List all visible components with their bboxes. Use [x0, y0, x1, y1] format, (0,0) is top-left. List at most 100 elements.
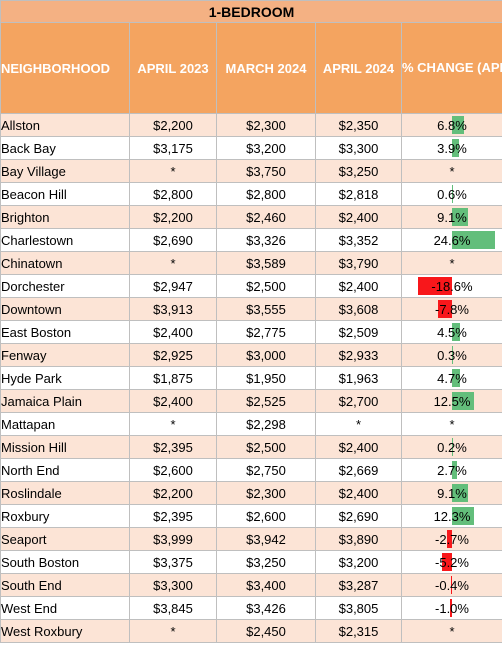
neighborhood-cell: North End [0, 458, 130, 482]
april-2023-cell: * [129, 159, 217, 183]
table-row: Beacon Hill $2,800 $2,800 $2,818 0.6% [0, 182, 502, 206]
table-row: Chinatown * $3,589 $3,790 * [0, 251, 502, 275]
table-row: Mattapan * $2,298 * * [0, 412, 502, 436]
march-2024-cell: $3,555 [216, 297, 316, 321]
percent-change-cell: -0.4% [401, 573, 502, 597]
april-2024-cell: $2,315 [315, 619, 402, 643]
neighborhood-cell: Chinatown [0, 251, 130, 275]
april-2023-cell: * [129, 412, 217, 436]
april-2024-cell: $2,669 [315, 458, 402, 482]
april-2023-cell: $2,395 [129, 504, 217, 528]
table-row: East Boston $2,400 $2,775 $2,509 4.5% [0, 320, 502, 344]
positive-change-bar [452, 484, 468, 502]
april-2024-cell: $3,890 [315, 527, 402, 551]
percent-change-value: 9.1% [437, 485, 467, 501]
neighborhood-cell: Seaport [0, 527, 130, 551]
neighborhood-cell: Allston [0, 113, 130, 137]
percent-change-value: * [449, 255, 455, 271]
april-2024-cell: * [315, 412, 402, 436]
neighborhood-cell: Hyde Park [0, 366, 130, 390]
april-2024-cell: $1,963 [315, 366, 402, 390]
march-2024-cell: $3,000 [216, 343, 316, 367]
percent-change-cell: -18.6% [401, 274, 502, 298]
april-2024-cell: $3,608 [315, 297, 402, 321]
table-row: Charlestown $2,690 $3,326 $3,352 24.6% [0, 228, 502, 252]
table-row: Seaport $3,999 $3,942 $3,890 -2.7% [0, 527, 502, 551]
negative-change-bar [447, 530, 452, 548]
neighborhood-cell: Dorchester [0, 274, 130, 298]
april-2023-cell: $3,375 [129, 550, 217, 574]
april-2024-cell: $2,818 [315, 182, 402, 206]
percent-change-value: 0.2% [437, 439, 467, 455]
april-2023-cell: $2,600 [129, 458, 217, 482]
neighborhood-cell: East Boston [0, 320, 130, 344]
percent-change-value: -18.6% [431, 278, 473, 294]
april-2024-cell: $2,400 [315, 435, 402, 459]
negative-change-bar [437, 300, 452, 318]
march-2024-cell: $3,589 [216, 251, 316, 275]
neighborhood-cell: South Boston [0, 550, 130, 574]
april-2023-cell: $2,400 [129, 389, 217, 413]
april-2023-cell: $2,200 [129, 113, 217, 137]
header-april-2024: APRIL 2024 [315, 22, 402, 114]
neighborhood-cell: South End [0, 573, 130, 597]
header-percent-change: % CHANGE (APRIL 1-22, 2023-24) [401, 22, 502, 114]
neighborhood-cell: Jamaica Plain [0, 389, 130, 413]
april-2023-cell: $3,300 [129, 573, 217, 597]
neighborhood-cell: Charlestown [0, 228, 130, 252]
percent-change-cell: 4.7% [401, 366, 502, 390]
percent-change-value: 2.7% [437, 462, 467, 478]
percent-change-value: * [449, 623, 455, 639]
percent-change-cell: 0.2% [401, 435, 502, 459]
table-row: North End $2,600 $2,750 $2,669 2.7% [0, 458, 502, 482]
table-row: Fenway $2,925 $3,000 $2,933 0.3% [0, 343, 502, 367]
table-row: Hyde Park $1,875 $1,950 $1,963 4.7% [0, 366, 502, 390]
march-2024-cell: $3,426 [216, 596, 316, 620]
march-2024-cell: $2,300 [216, 481, 316, 505]
percent-change-value: -1.0% [435, 600, 469, 616]
table-row: South End $3,300 $3,400 $3,287 -0.4% [0, 573, 502, 597]
percent-change-value: 6.8% [437, 117, 467, 133]
april-2024-cell: $2,400 [315, 274, 402, 298]
april-2023-cell: $2,947 [129, 274, 217, 298]
negative-change-bar [418, 277, 452, 295]
table-row: Bay Village * $3,750 $3,250 * [0, 159, 502, 183]
march-2024-cell: $2,750 [216, 458, 316, 482]
table-row: Roxbury $2,395 $2,600 $2,690 12.3% [0, 504, 502, 528]
percent-change-value: * [449, 416, 455, 432]
percent-change-value: 0.6% [437, 186, 467, 202]
neighborhood-cell: Mattapan [0, 412, 130, 436]
positive-change-bar [452, 346, 453, 364]
april-2024-cell: $3,352 [315, 228, 402, 252]
april-2023-cell: $2,395 [129, 435, 217, 459]
positive-change-bar [452, 369, 461, 387]
percent-change-cell: 2.7% [401, 458, 502, 482]
march-2024-cell: $3,200 [216, 136, 316, 160]
percent-change-value: -0.4% [435, 577, 469, 593]
percent-change-cell: * [401, 412, 502, 436]
table-row: West Roxbury * $2,450 $2,315 * [0, 619, 502, 643]
positive-change-bar [452, 208, 468, 226]
march-2024-cell: $2,600 [216, 504, 316, 528]
april-2024-cell: $2,400 [315, 205, 402, 229]
percent-change-value: 3.9% [437, 140, 467, 156]
table-row: Brighton $2,200 $2,460 $2,400 9.1% [0, 205, 502, 229]
april-2023-cell: $3,999 [129, 527, 217, 551]
april-2024-cell: $2,509 [315, 320, 402, 344]
neighborhood-cell: West End [0, 596, 130, 620]
percent-change-value: 4.5% [437, 324, 467, 340]
march-2024-cell: $2,775 [216, 320, 316, 344]
percent-change-cell: * [401, 619, 502, 643]
percent-change-cell: * [401, 159, 502, 183]
positive-change-bar [452, 116, 464, 134]
percent-change-cell: 3.9% [401, 136, 502, 160]
percent-change-cell: -7.8% [401, 297, 502, 321]
percent-change-value: 12.5% [433, 393, 471, 409]
march-2024-cell: $3,750 [216, 159, 316, 183]
percent-change-cell: 12.5% [401, 389, 502, 413]
april-2023-cell: $3,913 [129, 297, 217, 321]
april-2023-cell: $2,925 [129, 343, 217, 367]
march-2024-cell: $2,800 [216, 182, 316, 206]
percent-change-value: 4.7% [437, 370, 467, 386]
